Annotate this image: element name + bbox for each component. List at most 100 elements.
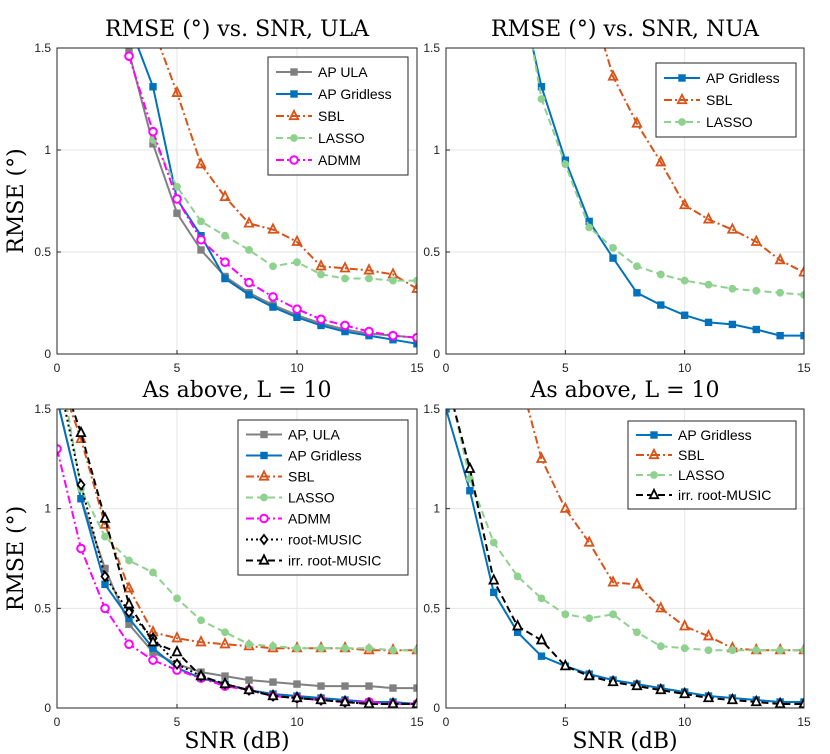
data-point xyxy=(245,246,253,254)
data-point xyxy=(124,51,134,61)
data-point xyxy=(293,680,301,688)
data-point xyxy=(798,265,804,277)
data-point xyxy=(123,597,135,609)
data-point xyxy=(267,688,279,701)
data-point xyxy=(221,231,229,240)
data-point xyxy=(657,301,665,309)
data-point xyxy=(537,95,546,103)
data-point xyxy=(609,244,617,252)
data-point xyxy=(776,646,785,655)
data-point xyxy=(173,594,181,603)
series-line-ap-ula xyxy=(58,409,417,690)
legend-swatch-marker xyxy=(260,430,268,439)
legend-label: irr. root-MUSIC xyxy=(288,553,381,569)
legend-swatch-marker xyxy=(290,68,298,76)
data-point xyxy=(341,274,349,283)
data-point xyxy=(583,668,595,681)
x-axis-label: SNR (dB) xyxy=(572,729,677,754)
data-point xyxy=(537,652,546,660)
series-line-irr-root-music xyxy=(453,409,804,705)
data-point xyxy=(752,325,760,334)
legend-label: LASSO xyxy=(678,467,725,483)
data-point xyxy=(776,288,785,297)
legend-label: SBL xyxy=(318,108,345,124)
legend-swatch-marker xyxy=(676,92,688,105)
data-point xyxy=(633,262,641,271)
data-point xyxy=(148,126,158,137)
y-tick-label: 0 xyxy=(44,701,51,715)
data-point xyxy=(655,155,667,167)
data-point xyxy=(291,690,303,703)
data-point xyxy=(75,425,87,438)
data-point xyxy=(679,686,691,699)
legend: AP ULA AP Gridless SBL LASSO ADMM xyxy=(267,56,409,176)
chart-title: As above, L = 10 xyxy=(529,378,719,403)
data-point xyxy=(197,217,205,226)
legend-label: AP Gridless xyxy=(318,86,392,102)
series-line-sbl xyxy=(603,48,804,274)
data-point xyxy=(631,577,643,589)
data-point xyxy=(341,682,349,690)
data-point xyxy=(341,644,349,653)
data-point xyxy=(750,234,762,246)
axes-frame xyxy=(56,47,418,355)
data-point xyxy=(197,246,205,254)
data-point xyxy=(413,276,417,285)
data-point xyxy=(220,257,230,268)
legend-label: SBL xyxy=(678,447,705,463)
x-tick-label: 10 xyxy=(290,715,304,729)
y-tick-label: 1 xyxy=(44,502,51,516)
data-point xyxy=(196,234,206,245)
data-point xyxy=(389,646,397,655)
data-point xyxy=(243,682,255,695)
data-point xyxy=(195,157,207,169)
data-point xyxy=(76,543,86,554)
data-point xyxy=(752,646,761,655)
data-point xyxy=(702,629,715,641)
legend-label: LASSO xyxy=(318,130,365,146)
chart-panel-1: 0 5 10 15 0 0.5 1 1.5 RMSE (°) vs. SNR, ULA RMSE … xyxy=(4,17,424,375)
data-point xyxy=(537,594,546,603)
data-point xyxy=(488,573,500,585)
data-point xyxy=(728,646,737,655)
x-tick-label: 5 xyxy=(174,715,181,729)
series-line-lasso xyxy=(66,409,417,652)
legend-swatch-marker xyxy=(258,469,270,481)
legend-label: AP Gridless xyxy=(288,448,362,464)
y-tick-label: 1 xyxy=(44,143,51,157)
data-point xyxy=(148,655,158,665)
data-point xyxy=(680,644,689,653)
data-point xyxy=(776,331,784,340)
data-point xyxy=(702,690,715,703)
data-point xyxy=(243,216,255,228)
data-point xyxy=(245,640,253,649)
data-point xyxy=(609,254,617,262)
y-tick-label: 1.5 xyxy=(423,41,440,55)
legend-swatch-marker xyxy=(650,431,658,439)
data-point xyxy=(655,601,667,613)
data-point xyxy=(464,461,476,473)
data-point xyxy=(680,276,689,285)
series-line-lasso xyxy=(152,139,417,282)
legend-swatch-marker xyxy=(259,533,269,546)
data-point xyxy=(363,263,375,275)
data-point xyxy=(269,262,277,271)
data-point xyxy=(244,277,254,288)
data-point xyxy=(607,575,619,587)
chart-panel-3: 0 5 10 15 0 0.5 1 1.5 As above, L = 10 RMSE (°) SN… xyxy=(4,378,424,754)
x-tick-label: 5 xyxy=(562,361,569,375)
data-point xyxy=(583,535,595,547)
data-point xyxy=(446,409,450,413)
legend-label: AP ULA xyxy=(318,64,368,80)
data-point xyxy=(656,642,665,651)
chart-title: RMSE (°) vs. SNR, NUA xyxy=(491,17,760,42)
data-point xyxy=(411,696,417,708)
data-point xyxy=(340,320,350,331)
x-tick-label: 0 xyxy=(443,361,450,375)
data-point xyxy=(702,212,715,224)
data-point xyxy=(339,261,351,273)
data-point xyxy=(389,684,397,692)
legend-swatch-marker xyxy=(260,493,268,502)
data-point xyxy=(387,696,399,708)
legend-label: LASSO xyxy=(288,490,335,506)
